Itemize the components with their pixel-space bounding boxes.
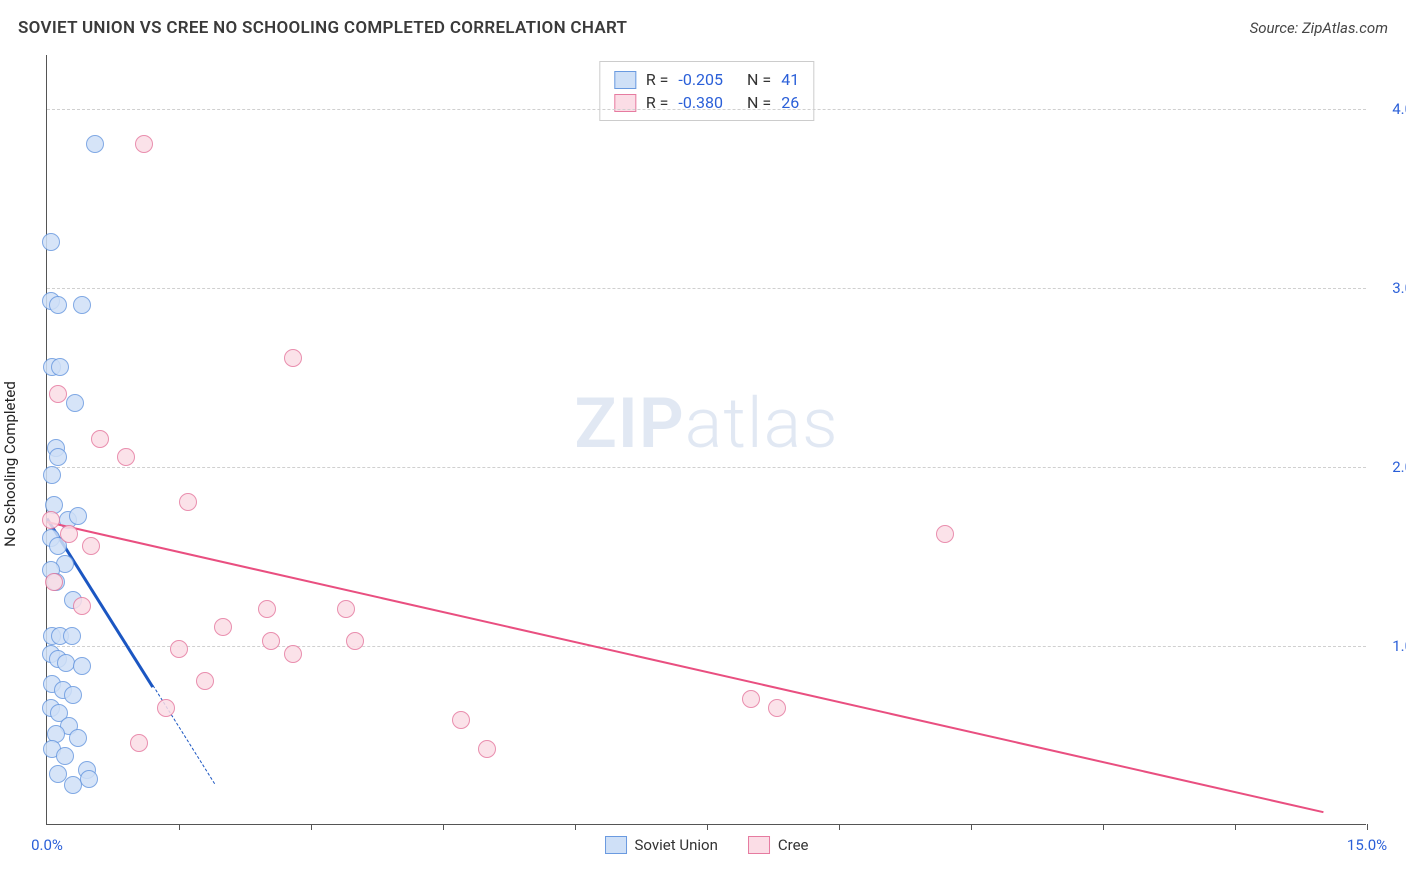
data-point bbox=[45, 573, 63, 591]
legend-swatch bbox=[605, 836, 627, 854]
y-tick-label: 2.0% bbox=[1392, 458, 1406, 476]
y-tick-label: 3.0% bbox=[1392, 279, 1406, 297]
x-tick-mark bbox=[1235, 824, 1236, 830]
chart-title: SOVIET UNION VS CREE NO SCHOOLING COMPLE… bbox=[18, 18, 627, 38]
data-point bbox=[49, 448, 67, 466]
data-point bbox=[80, 770, 98, 788]
data-point bbox=[42, 511, 60, 529]
data-point bbox=[73, 597, 91, 615]
x-tick-label: 0.0% bbox=[31, 836, 63, 854]
legend-item: Soviet Union bbox=[605, 836, 718, 854]
data-point bbox=[43, 466, 61, 484]
data-point bbox=[73, 657, 91, 675]
series-legend: Soviet Union Cree bbox=[605, 836, 809, 854]
legend-label: Soviet Union bbox=[635, 836, 718, 854]
gridline bbox=[47, 109, 1366, 110]
x-tick-mark bbox=[311, 824, 312, 830]
data-point bbox=[66, 394, 84, 412]
stat-r-label: R = bbox=[646, 70, 669, 89]
legend-swatch bbox=[614, 71, 636, 89]
plot-region: ZIPatlas R = -0.205 N = 41 R = -0.380N = 2… bbox=[46, 55, 1366, 825]
stat-n-value: 41 bbox=[781, 70, 799, 89]
x-tick-mark bbox=[839, 824, 840, 830]
chart-area: No Schooling Completed ZIPatlas R = -0.2… bbox=[18, 55, 1388, 855]
y-tick-label: 1.0% bbox=[1392, 637, 1406, 655]
watermark: ZIPatlas bbox=[574, 383, 838, 465]
data-point bbox=[258, 600, 276, 618]
data-point bbox=[478, 740, 496, 758]
gridline bbox=[47, 467, 1366, 468]
y-axis-label: No Schooling Completed bbox=[1, 381, 19, 547]
stat-legend-row: R = -0.380N = 26 bbox=[614, 91, 799, 114]
data-point bbox=[157, 699, 175, 717]
data-point bbox=[69, 507, 87, 525]
x-tick-mark bbox=[707, 824, 708, 830]
data-point bbox=[63, 627, 81, 645]
x-tick-mark bbox=[1103, 824, 1104, 830]
data-point bbox=[170, 640, 188, 658]
gridline bbox=[47, 646, 1366, 647]
x-tick-mark bbox=[179, 824, 180, 830]
data-point bbox=[346, 632, 364, 650]
data-point bbox=[179, 493, 197, 511]
stat-n-label: N = bbox=[747, 70, 771, 89]
data-point bbox=[284, 645, 302, 663]
data-point bbox=[262, 632, 280, 650]
data-point bbox=[49, 296, 67, 314]
y-tick-label: 4.0% bbox=[1392, 100, 1406, 118]
data-point bbox=[742, 690, 760, 708]
data-point bbox=[82, 537, 100, 555]
data-point bbox=[130, 734, 148, 752]
data-point bbox=[49, 765, 67, 783]
trend-line bbox=[47, 521, 1323, 813]
data-point bbox=[56, 747, 74, 765]
legend-item: Cree bbox=[748, 836, 809, 854]
data-point bbox=[91, 430, 109, 448]
stat-r-value: -0.205 bbox=[678, 70, 723, 89]
data-point bbox=[284, 349, 302, 367]
legend-swatch bbox=[748, 836, 770, 854]
data-point bbox=[936, 525, 954, 543]
data-point bbox=[135, 135, 153, 153]
data-point bbox=[51, 358, 69, 376]
stats-legend: R = -0.205 N = 41 R = -0.380N = 26 bbox=[599, 61, 814, 121]
source-label: Source: ZipAtlas.com bbox=[1250, 19, 1388, 37]
legend-label: Cree bbox=[778, 836, 809, 854]
data-point bbox=[42, 233, 60, 251]
stat-legend-row: R = -0.205 N = 41 bbox=[614, 68, 799, 91]
data-point bbox=[214, 618, 232, 636]
data-point bbox=[196, 672, 214, 690]
data-point bbox=[768, 699, 786, 717]
data-point bbox=[64, 686, 82, 704]
data-point bbox=[49, 385, 67, 403]
x-tick-mark bbox=[971, 824, 972, 830]
data-point bbox=[452, 711, 470, 729]
data-point bbox=[60, 525, 78, 543]
x-tick-mark bbox=[443, 824, 444, 830]
x-tick-mark bbox=[575, 824, 576, 830]
data-point bbox=[117, 448, 135, 466]
data-point bbox=[69, 729, 87, 747]
gridline bbox=[47, 288, 1366, 289]
data-point bbox=[86, 135, 104, 153]
data-point bbox=[337, 600, 355, 618]
x-tick-label: 15.0% bbox=[1347, 836, 1387, 854]
x-tick-mark bbox=[1367, 824, 1368, 830]
data-point bbox=[73, 296, 91, 314]
